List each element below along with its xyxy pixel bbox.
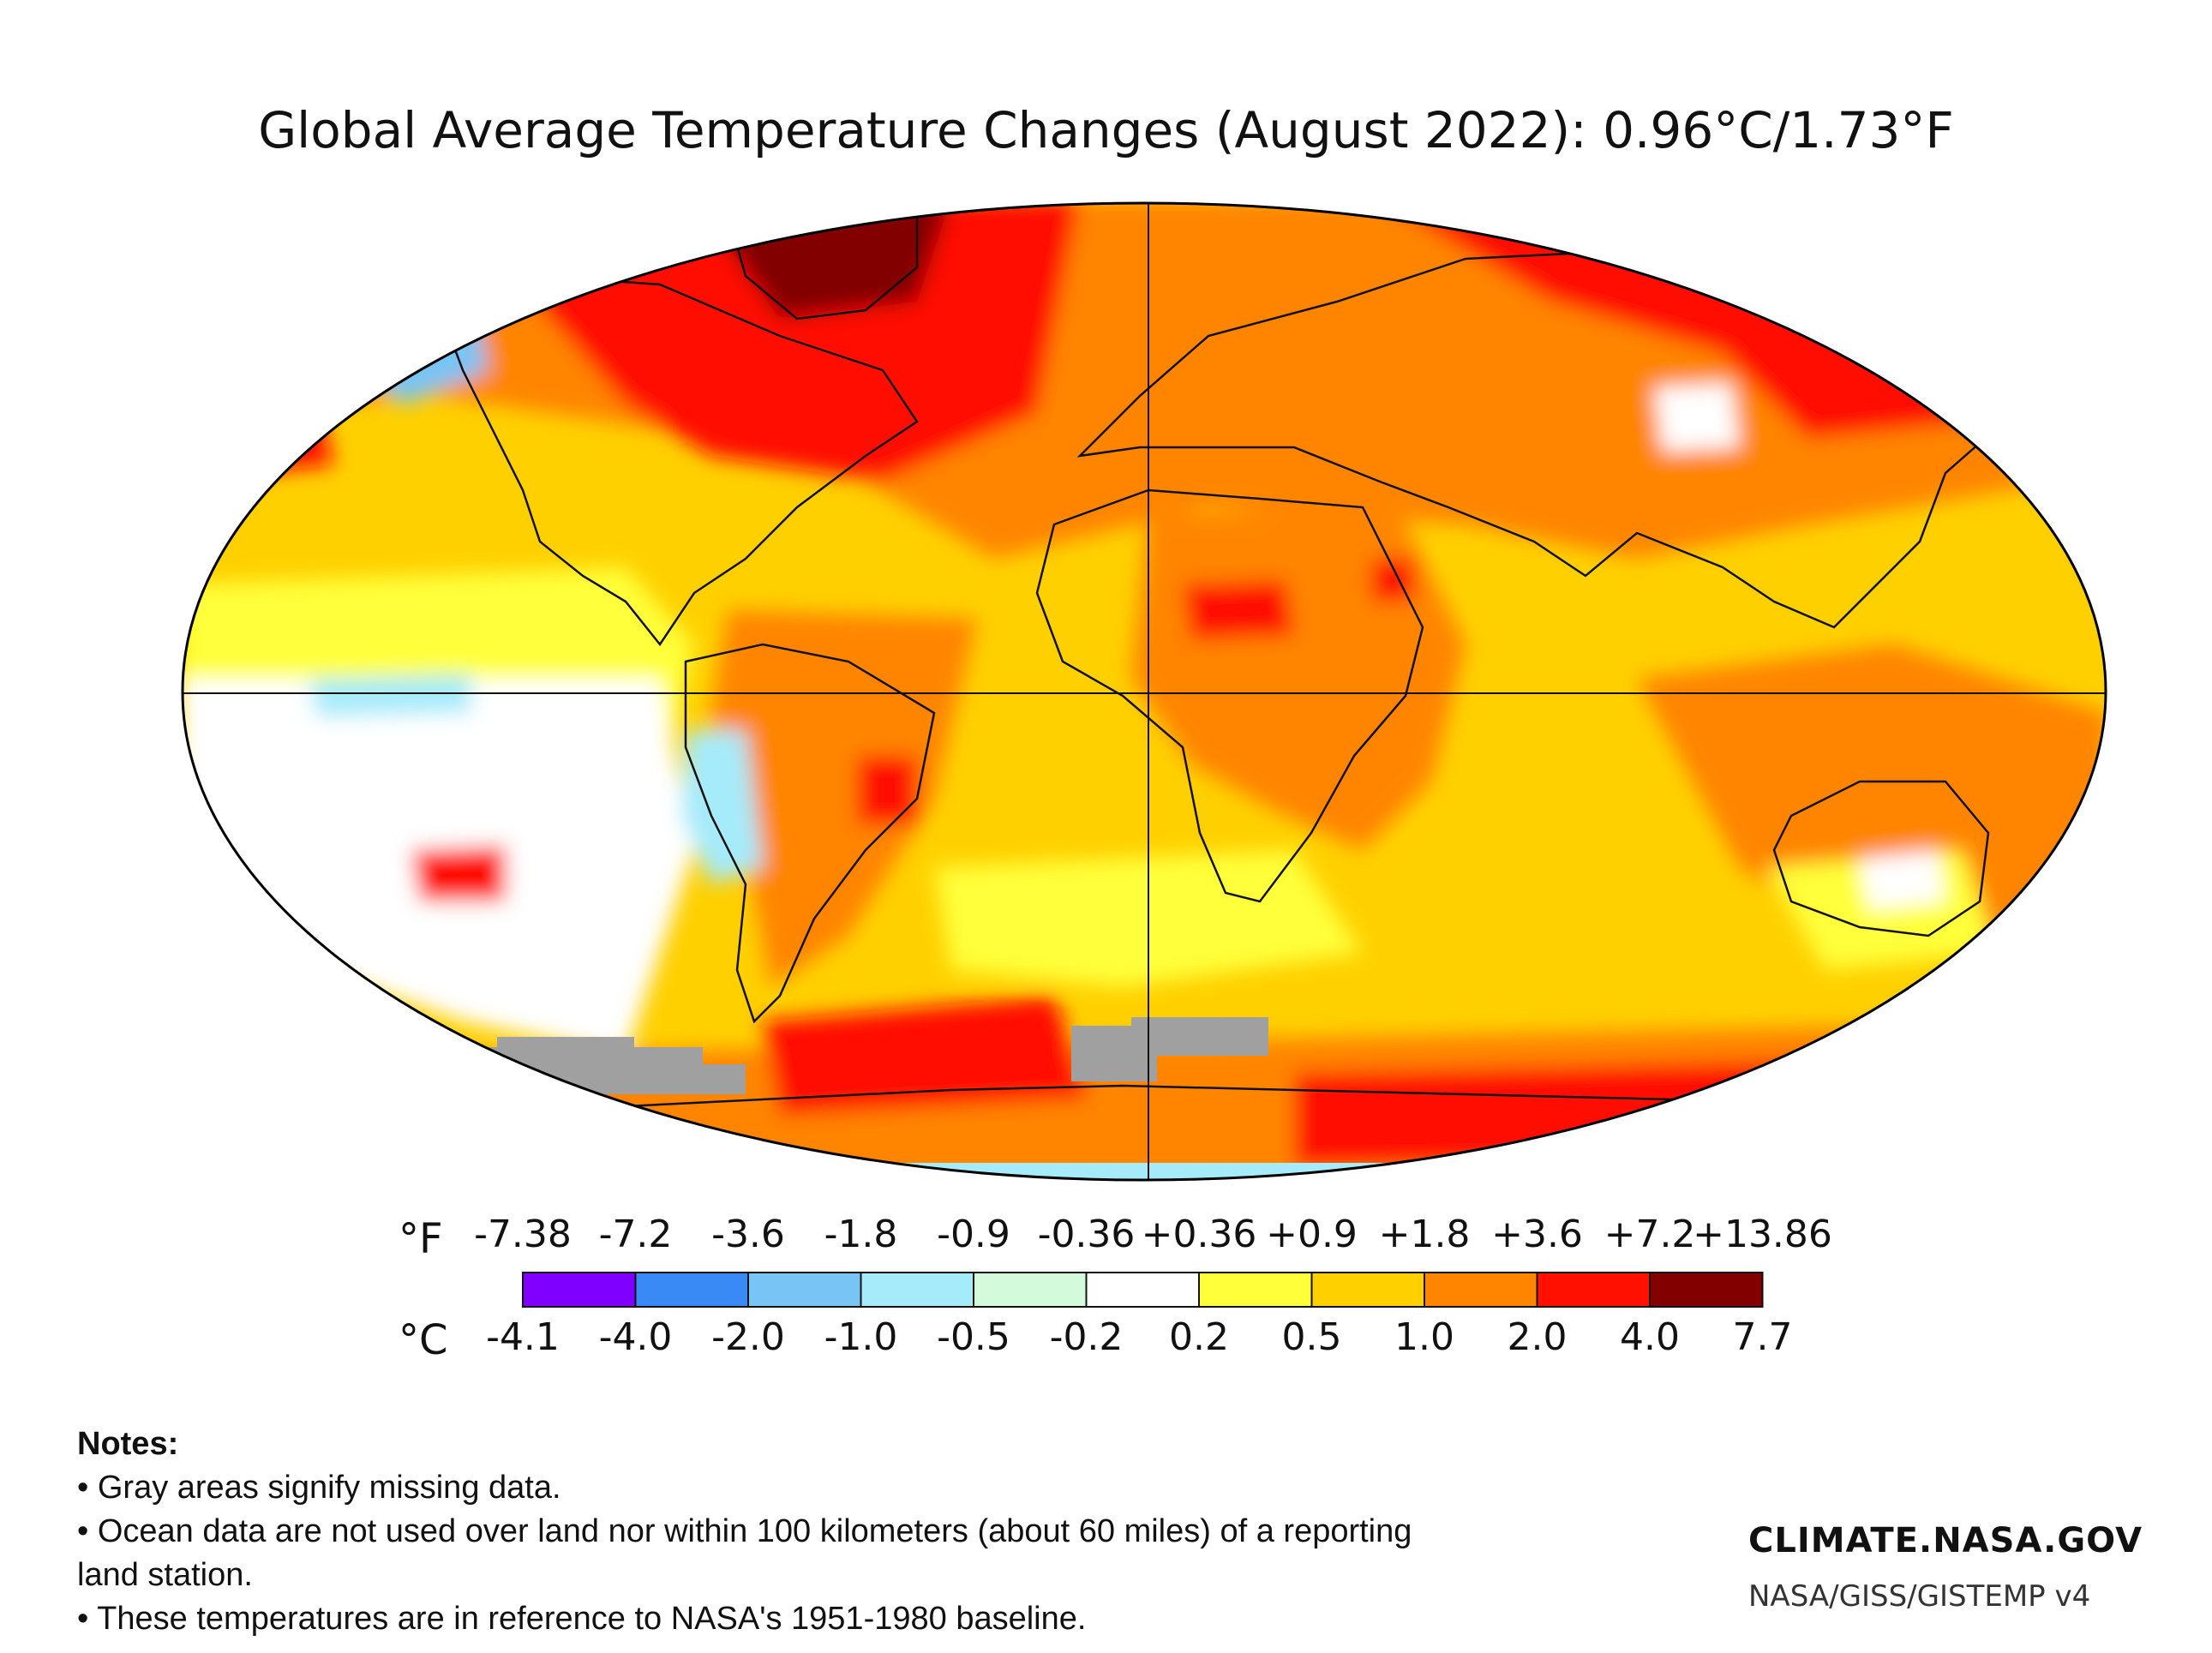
fahrenheit-tick-label: +0.36 [1142,1213,1257,1256]
coastline-australia [1772,780,1990,937]
missing-data-area [1071,1017,1268,1081]
fahrenheit-tick-label: -3.6 [711,1213,785,1256]
fahrenheit-tick-label: -7.38 [474,1213,572,1256]
note-item: • These temperatures are in reference to… [77,1601,1087,1637]
note-item: • Ocean data are not used over land nor … [77,1513,1412,1593]
anomaly-region-orange-indian [1637,644,2106,970]
celsius-tick-label: 1.0 [1394,1315,1454,1359]
anomaly-region-red-southamerica [857,756,917,824]
brand-site: CLIMATE.NASA.GOV [1748,1521,2143,1560]
celsius-tick-label: -4.1 [486,1315,560,1359]
fahrenheit-tick-label: +1.8 [1379,1213,1471,1256]
note-item: • Gray areas signify missing data. [77,1470,561,1506]
anomaly-region-lightblue-pacific [309,674,471,717]
celsius-tick-label: -0.5 [937,1315,1010,1359]
branding: CLIMATE.NASA.GOV NASA/GISS/GISTEMP v4 [1748,1521,2143,1614]
notes-section: Notes: • Gray areas signify missing data… [77,1422,1448,1641]
celsius-tick-label: -1.0 [824,1315,898,1359]
anomaly-region-white-asia [1654,383,1740,452]
celsius-tick-labels: -4.1 -4.0 -2.0 -1.0 -0.5 -0.2 0.2 0.5 1.0 2.0 4.0 7… [486,1315,1792,1359]
fahrenheit-tick-label: -7.2 [599,1213,673,1256]
celsius-tick-label: -4.0 [599,1315,673,1359]
unit-fahrenheit: °F [399,1215,443,1263]
anomaly-region-orange-southamerica [711,610,977,987]
fahrenheit-tick-label: +3.6 [1491,1213,1583,1256]
anomaly-region-lightblue-chile [681,730,763,884]
anomaly-region-red-southpacific [411,846,506,901]
legend-swatch [747,1272,862,1308]
anomaly-region-white-australia [1860,850,1945,910]
fahrenheit-tick-labels: -7.38 -7.2 -3.6 -1.8 -0.9 -0.36 +0.36 +0.9 +1.8 +… [474,1213,1832,1256]
anomaly-region-red-southern-ocean [1294,1056,1997,1167]
legend-color-bar [522,1272,1764,1308]
celsius-tick-label: 4.0 [1620,1315,1680,1359]
celsius-tick-label: -2.0 [711,1315,785,1359]
legend-swatch [1424,1272,1538,1308]
coastline-eurasia [1076,249,2033,629]
celsius-tick-label: -0.2 [1050,1315,1124,1359]
coastline-north-america [435,274,919,647]
fahrenheit-tick-label: +7.2 [1604,1213,1696,1256]
fahrenheit-tick-label: -1.8 [824,1213,898,1256]
celsius-tick-label: 0.2 [1169,1315,1229,1359]
coastline-africa [1035,488,1424,903]
legend-swatch [1310,1272,1425,1308]
coastline-south-america [684,643,936,1024]
legend-swatch [1198,1272,1313,1308]
legend-swatch [860,1272,974,1308]
legend-swatch [973,1272,1088,1308]
celsius-tick-label: 2.0 [1508,1315,1568,1359]
legend-swatch [1536,1272,1651,1308]
brand-source: NASA/GISS/GISTEMP v4 [1748,1579,2091,1614]
anomaly-region-red-antarctic [763,996,1088,1116]
map-border [181,201,2107,1182]
legend-swatch [1649,1272,1764,1308]
chart-title: Global Average Temperature Changes (Augu… [258,101,1954,159]
fahrenheit-tick-label: -0.36 [1038,1213,1136,1256]
legend-swatch [1085,1272,1200,1308]
temperature-anomaly-map [181,201,2107,1182]
legend-swatch [634,1272,749,1308]
anomaly-region-red-sahara [1183,580,1294,640]
fahrenheit-tick-label: -0.9 [937,1213,1010,1256]
fahrenheit-tick-label: +0.9 [1266,1213,1358,1256]
fahrenheit-tick-label: +13.86 [1693,1213,1832,1256]
celsius-tick-label: 7.7 [1733,1315,1793,1359]
unit-celsius: °C [399,1316,448,1364]
legend-swatch [522,1272,637,1308]
celsius-tick-label: 0.5 [1282,1315,1342,1359]
notes-heading: Notes: [77,1426,179,1462]
